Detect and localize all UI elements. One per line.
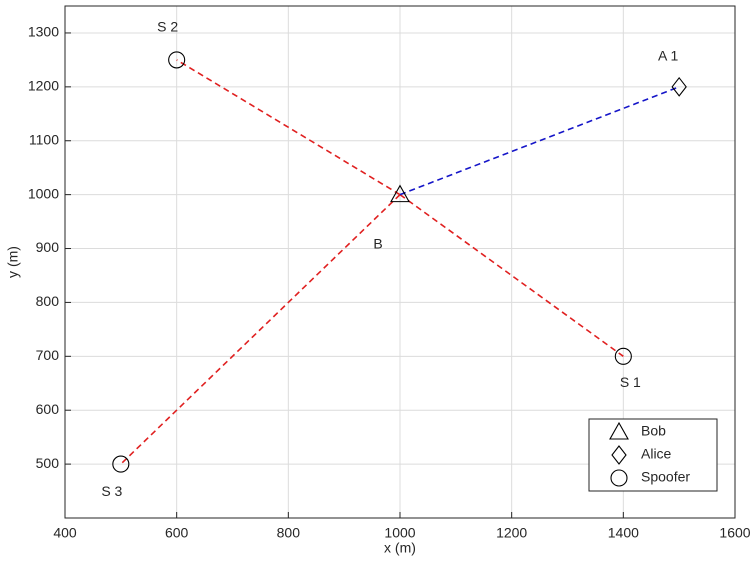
point-label: A 1 bbox=[658, 48, 678, 64]
y-axis-label: y (m) bbox=[5, 246, 21, 278]
y-tick-label: 600 bbox=[36, 401, 60, 417]
legend-label: Bob bbox=[641, 423, 666, 439]
x-tick-label: 1000 bbox=[384, 525, 415, 541]
axes-box bbox=[64, 5, 736, 519]
point bbox=[112, 455, 130, 473]
x-tick-label: 600 bbox=[165, 525, 189, 541]
y-tick-label: 900 bbox=[36, 239, 60, 255]
y-tick-label: 800 bbox=[36, 293, 60, 309]
x-tick-label: 800 bbox=[277, 525, 301, 541]
point bbox=[390, 184, 410, 203]
point bbox=[168, 51, 186, 69]
legend-marker bbox=[610, 469, 628, 487]
point-label: S 1 bbox=[620, 374, 641, 390]
point-label: S 3 bbox=[101, 483, 122, 499]
legend-marker bbox=[611, 445, 627, 465]
link-line bbox=[399, 193, 624, 357]
point-label: B bbox=[373, 235, 382, 251]
point bbox=[671, 76, 687, 97]
y-tick-label: 1300 bbox=[28, 24, 59, 40]
y-tick-label: 700 bbox=[36, 347, 60, 363]
x-axis-label: x (m) bbox=[384, 540, 416, 556]
y-tick-label: 1200 bbox=[28, 78, 59, 94]
x-tick-label: 400 bbox=[53, 525, 77, 541]
x-tick-label: 1600 bbox=[719, 525, 750, 541]
x-tick-label: 1200 bbox=[496, 525, 527, 541]
y-tick-label: 500 bbox=[36, 455, 60, 471]
legend-label: Spoofer bbox=[641, 469, 690, 485]
point bbox=[614, 347, 632, 365]
y-tick-label: 1100 bbox=[29, 131, 59, 147]
legend-box bbox=[588, 418, 718, 492]
x-tick-label: 1400 bbox=[608, 525, 639, 541]
link-line bbox=[120, 194, 401, 465]
point-label: S 2 bbox=[157, 19, 178, 35]
legend-label: Alice bbox=[641, 446, 672, 462]
legend-marker bbox=[609, 421, 629, 440]
y-tick-label: 1000 bbox=[28, 185, 59, 201]
link-line bbox=[176, 59, 401, 196]
